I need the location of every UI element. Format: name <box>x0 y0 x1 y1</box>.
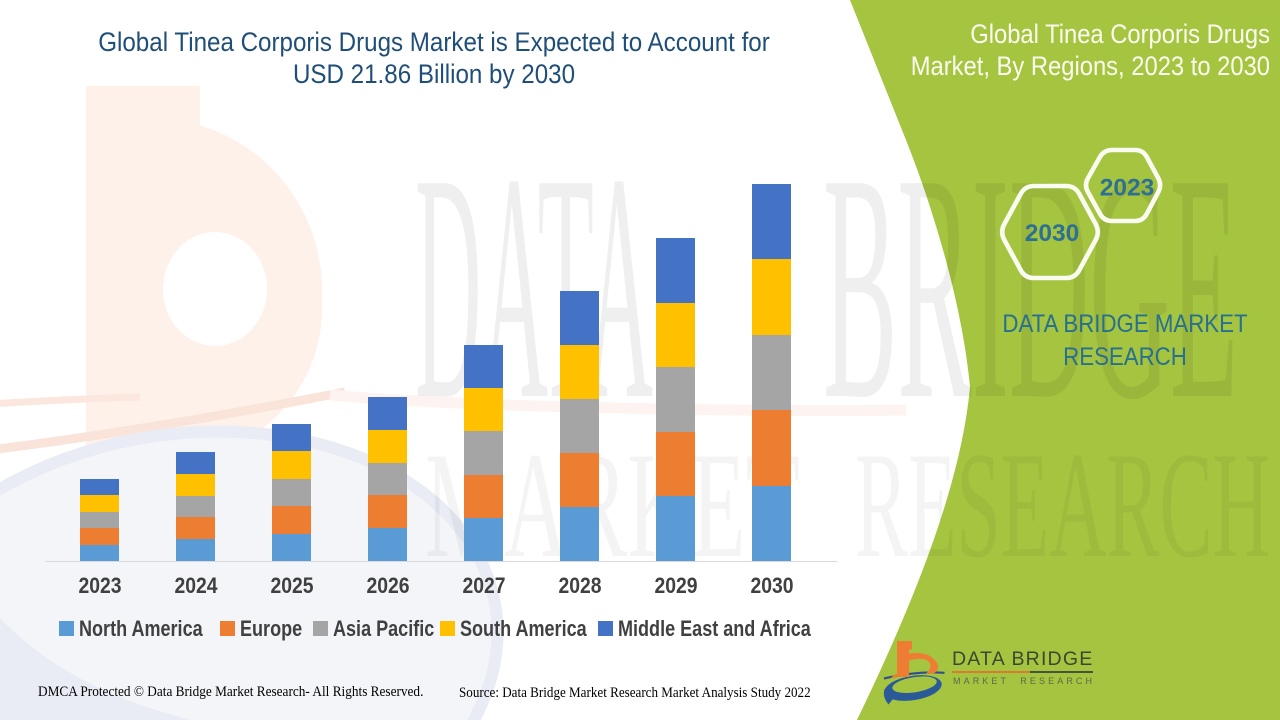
svg-text:RESEARCH: RESEARCH <box>855 422 1270 590</box>
svg-text:2030: 2030 <box>1025 220 1080 247</box>
svg-text:2023: 2023 <box>1100 175 1155 202</box>
svg-text:BRIDGE: BRIDGE <box>823 107 1238 467</box>
svg-text:DATA: DATA <box>415 106 653 467</box>
